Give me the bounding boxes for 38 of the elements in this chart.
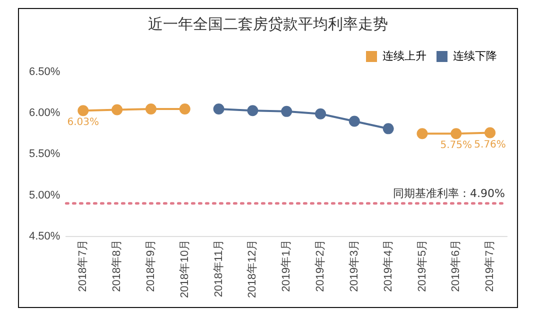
data-label: 6.03% (67, 117, 100, 128)
x-tick-label: 2018年7月 (77, 239, 90, 292)
y-tick-label: 5.50% (28, 148, 60, 160)
x-tick-label: 2019年5月 (416, 239, 428, 292)
point (247, 105, 258, 116)
point (213, 103, 224, 114)
x-tick-label: 2018年11月 (212, 239, 225, 298)
point (315, 108, 326, 120)
point (179, 103, 190, 114)
x-tick-label: 2018年12月 (246, 239, 259, 298)
y-tick-label: 4.50% (28, 230, 60, 242)
point (348, 116, 360, 127)
legend-label: 连续上升 (382, 50, 426, 63)
data-label: 5.75% (440, 140, 472, 152)
y-tick-label: 5.00% (28, 189, 60, 202)
x-tick-label: 2018年9月 (144, 239, 157, 292)
chart-title: 近一年全国二套房贷款平均利率走势 (147, 15, 389, 34)
point (382, 123, 394, 134)
x-tick-label: 2018年8月 (111, 239, 124, 292)
x-tick-label: 2019年3月 (348, 239, 360, 292)
point (281, 106, 292, 117)
x-tick-label: 2019年2月 (314, 239, 327, 292)
x-tick-label: 2019年7月 (484, 239, 496, 292)
x-tick-label: 2019年4月 (382, 239, 394, 292)
point (416, 128, 428, 140)
point (78, 105, 89, 116)
x-tick-label: 2019年1月 (280, 239, 293, 292)
data-label: 5.76% (474, 139, 506, 150)
y-tick-label: 6.50% (28, 66, 60, 78)
point (450, 128, 462, 140)
point (484, 127, 496, 138)
y-tick-label: 6.00% (28, 107, 60, 120)
ref-line-label: 同期基准利率：4.90% (393, 186, 505, 200)
x-tick-label: 2018年10月 (178, 239, 191, 298)
legend-label: 连续下降 (453, 50, 497, 63)
point (112, 104, 123, 116)
point (145, 103, 156, 114)
x-tick-label: 2019年6月 (450, 239, 462, 292)
